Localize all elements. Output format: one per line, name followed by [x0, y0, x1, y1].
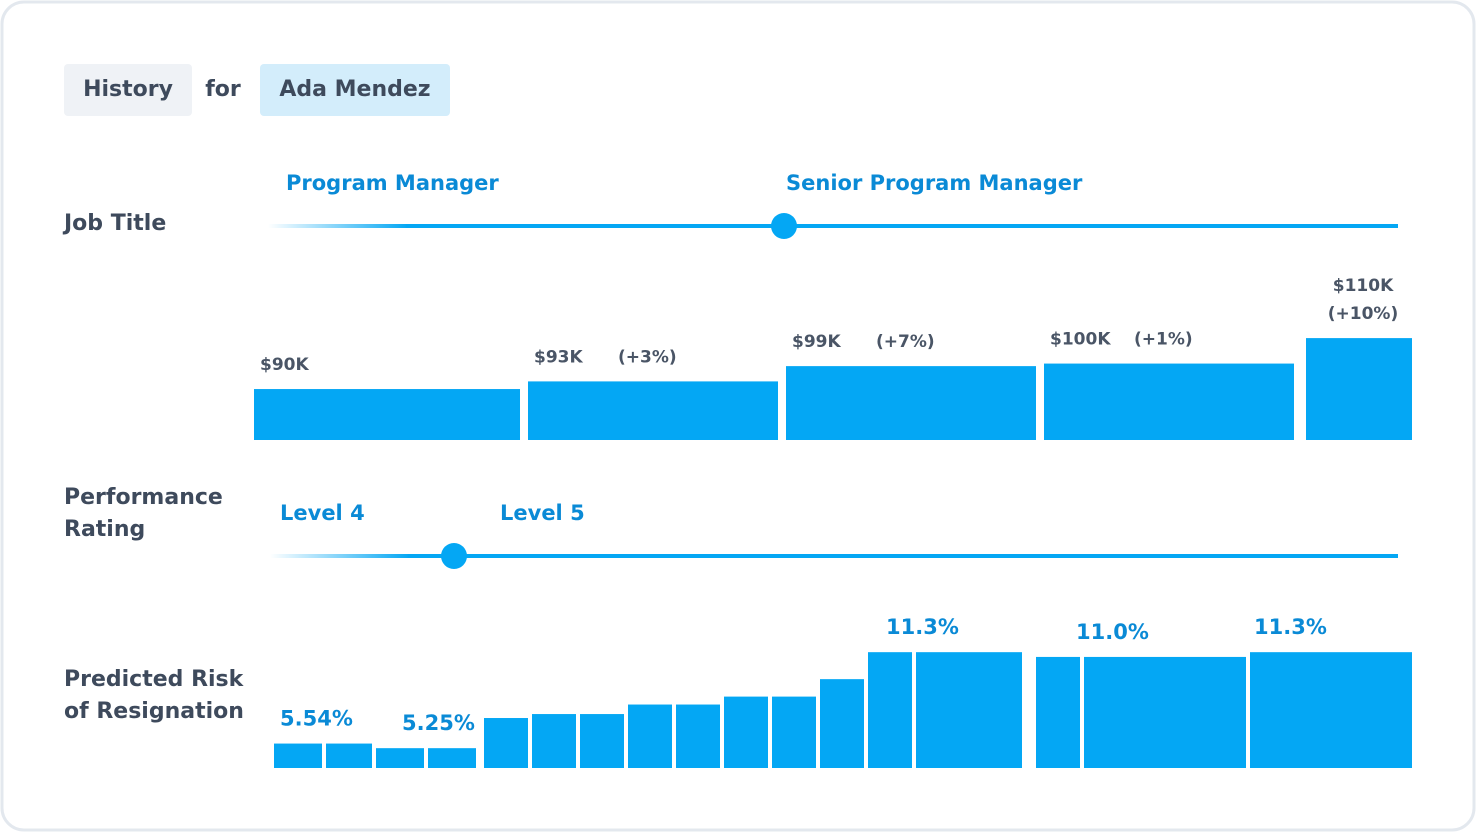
- risk-label: 5.54%: [280, 707, 353, 731]
- salary-label: $99K: [792, 332, 841, 352]
- risk-label: Predicted Risk of Resignation: [64, 667, 245, 724]
- risk-bar: [1084, 656, 1246, 768]
- risk-bar: [724, 696, 768, 768]
- slider-knob[interactable]: [441, 543, 467, 569]
- risk-bar: [532, 714, 576, 768]
- job-title: Program Manager: [286, 171, 499, 195]
- connector: for: [205, 77, 241, 102]
- salary-label: $110K: [1333, 276, 1394, 296]
- salary-bar: [254, 389, 520, 440]
- risk-label: 11.3%: [1254, 615, 1327, 639]
- risk-bar: [1250, 652, 1412, 768]
- salary-bar: [1044, 363, 1294, 440]
- slider-fade: [268, 224, 408, 228]
- risk-bar: [274, 743, 322, 768]
- salary-bar: [528, 381, 778, 440]
- slider-fade: [270, 554, 410, 558]
- risk-label: 11.3%: [886, 615, 959, 639]
- job-title: Senior Program Manager: [786, 171, 1083, 195]
- risk-label: 5.25%: [402, 711, 475, 735]
- slider-track: [408, 554, 1398, 558]
- level: Level 4: [280, 501, 365, 525]
- slider-knob[interactable]: [771, 213, 797, 239]
- person-chip[interactable]: [260, 64, 450, 116]
- history-label: History: [83, 77, 173, 102]
- person-name[interactable]: Ada Mendez: [279, 77, 430, 102]
- salary-label: $90K: [260, 355, 309, 375]
- risk-bar: [820, 679, 864, 768]
- risk-bar: [484, 718, 528, 768]
- risk-bar: [580, 714, 624, 768]
- salary-change: (+10%): [1328, 304, 1398, 324]
- risk-bar: [868, 652, 912, 768]
- risk-bar: [428, 748, 476, 768]
- risk-bar: [916, 652, 1022, 768]
- risk-bar: [1036, 656, 1080, 768]
- level: Level 5: [500, 501, 585, 525]
- history-chip: [64, 64, 192, 116]
- performance-label: Performance Rating: [64, 485, 223, 542]
- salary-change: (+1%): [1134, 330, 1193, 350]
- risk-bar: [376, 748, 424, 768]
- risk-bar: [628, 704, 672, 768]
- job-title-label: Job Title: [62, 211, 166, 236]
- salary-change: (+3%): [618, 347, 677, 367]
- risk-label: 11.0%: [1076, 620, 1149, 644]
- salary-change: (+7%): [876, 332, 935, 352]
- risk-bar: [772, 696, 816, 768]
- risk-bar: [326, 743, 372, 768]
- slider-track: [406, 224, 1398, 228]
- salary-label: $93K: [534, 347, 583, 367]
- salary-bar: [1306, 338, 1412, 440]
- risk-bar: [676, 704, 720, 768]
- salary-label: $100K: [1050, 330, 1111, 350]
- salary-bar: [786, 366, 1036, 440]
